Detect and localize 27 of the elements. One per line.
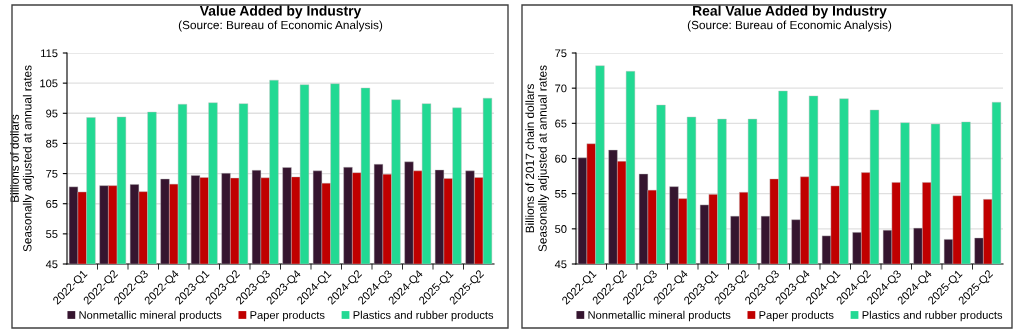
- y-tick-label: 55: [46, 230, 58, 238]
- y-tick-label: 95: [46, 109, 58, 118]
- legend-label: Nonmetallic mineral products: [79, 310, 222, 322]
- chart-subtitle: (Source: Bureau of Economic Analysis): [178, 20, 383, 32]
- y-tick-label: 75: [555, 49, 567, 58]
- y-tick-label: 45: [554, 260, 567, 269]
- y-tick-label: 65: [555, 119, 567, 128]
- legend-label: Paper products: [759, 310, 834, 322]
- chart-title: Value Added by Industry: [199, 5, 362, 19]
- legend-label: Plastics and rubber products: [353, 310, 494, 322]
- y-axis-title: Billions of dollars Seasonally adjusted at annual rates: [10, 65, 34, 252]
- chart-subtitle: (Source: Bureau of Economic Analysis): [687, 20, 892, 32]
- y-tick-label: 60: [555, 154, 567, 163]
- legend-label: Paper products: [250, 310, 325, 322]
- y-tick-label: 70: [555, 84, 567, 93]
- y-tick-label: 45: [45, 260, 58, 269]
- y-tick-label: 105: [40, 79, 58, 88]
- y-tick-label: 85: [46, 139, 58, 148]
- y-tick-label: 65: [46, 199, 58, 208]
- y-tick-label: 115: [41, 49, 58, 58]
- y-axis-title: Billions of 2017 chain dollars Seasonally adjusted at annual rates: [525, 65, 550, 252]
- y-tick-label: 55: [555, 190, 567, 198]
- y-tick-label: 50: [555, 225, 567, 233]
- chart-title: Real Value Added by Industry: [693, 5, 887, 19]
- y-tick-label: 75: [46, 169, 58, 178]
- legend-label: Plastics and rubber products: [862, 310, 1003, 322]
- legend-label: Nonmetallic mineral products: [588, 310, 731, 322]
